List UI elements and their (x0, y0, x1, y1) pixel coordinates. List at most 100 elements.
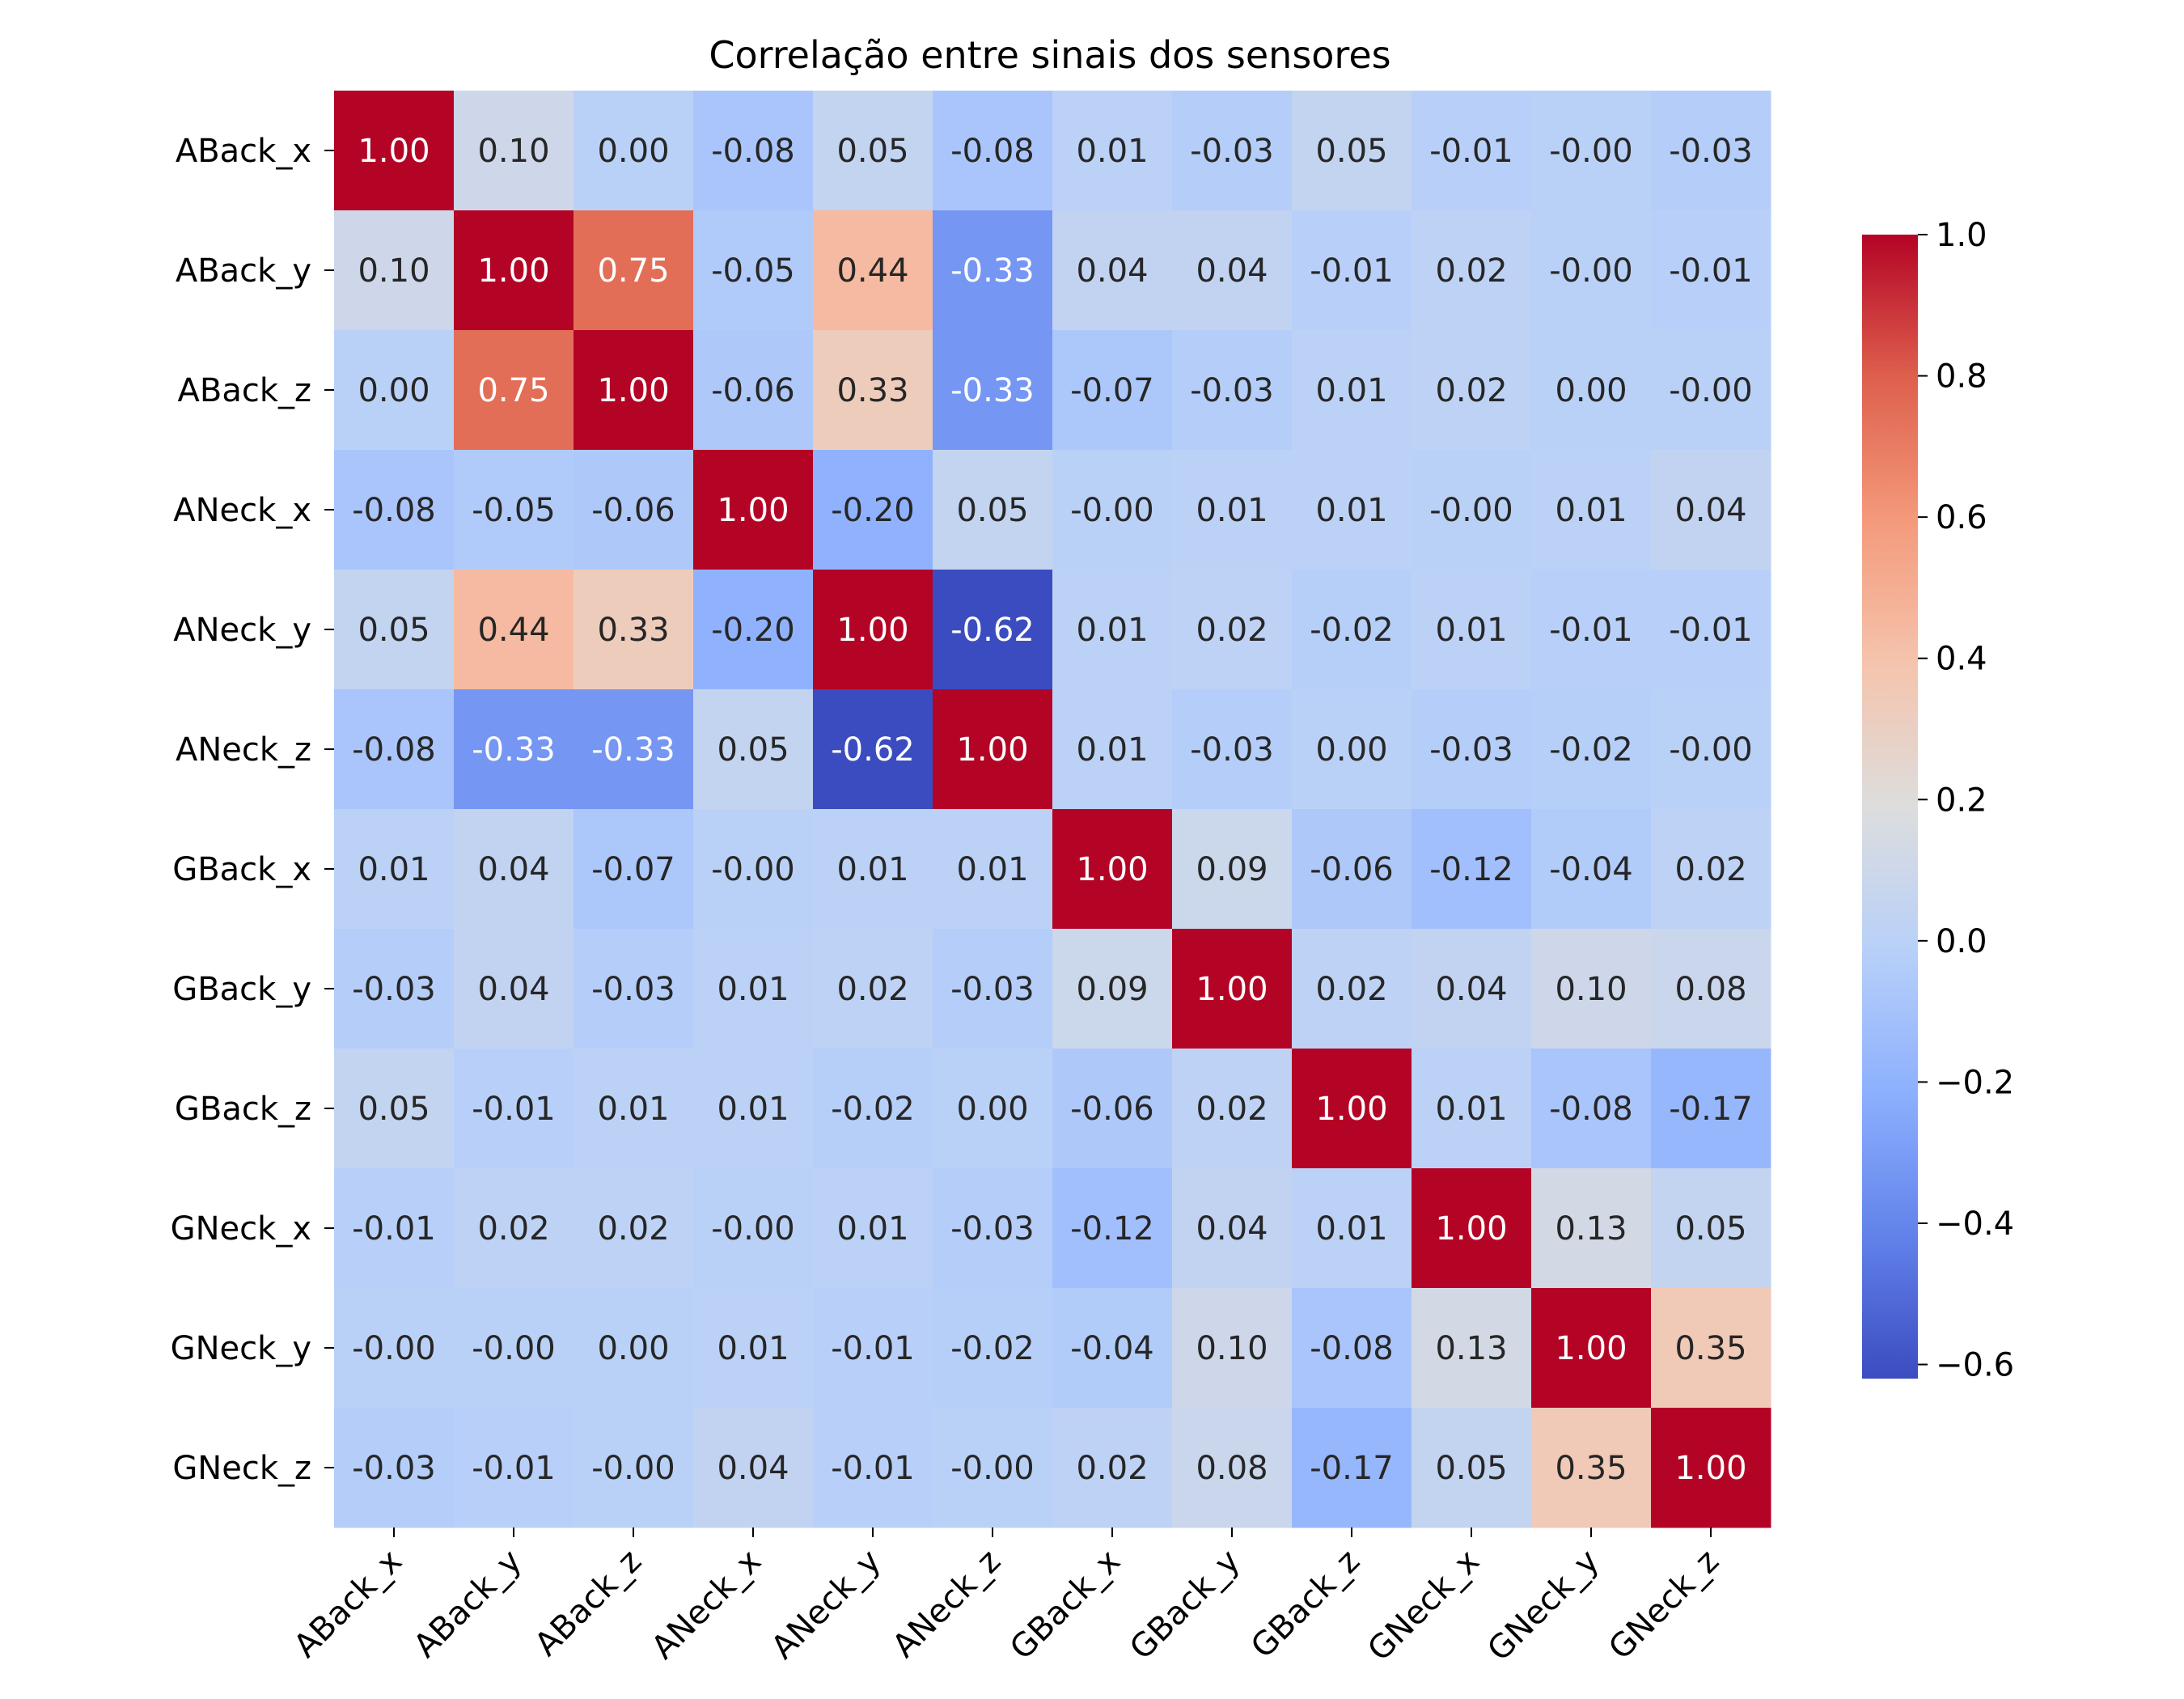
cell-value-label: -0.00 (352, 1330, 436, 1367)
cell-value-label: -0.04 (1549, 851, 1633, 888)
cell-value-label: -0.06 (1310, 851, 1394, 888)
y-tick-label: ABack_x (176, 133, 311, 170)
heatmap-cell (454, 330, 574, 451)
heatmap-cell (1052, 1408, 1173, 1528)
cell-value-label: 0.05 (836, 133, 908, 170)
heatmap-cell (1292, 330, 1412, 451)
heatmap-cell (454, 929, 574, 1049)
x-tick-label: ANeck_y (764, 1543, 888, 1667)
cell-value-label: 0.44 (477, 612, 549, 649)
cell-value-label: 0.02 (1435, 252, 1507, 290)
heatmap-cell (1651, 1168, 1771, 1289)
cell-value-label: 0.05 (717, 731, 789, 769)
heatmap-cell (334, 929, 455, 1049)
colorbar-tick-label: 0.8 (1936, 358, 1987, 396)
heatmap-cell (574, 570, 694, 690)
cell-value-label: 0.01 (836, 1210, 908, 1248)
heatmap-cell (1172, 809, 1293, 930)
cell-value-label: 1.00 (1076, 851, 1148, 888)
heatmap-cell (1651, 809, 1771, 930)
cell-value-label: 0.05 (1315, 133, 1387, 170)
cell-value-label: -0.17 (1669, 1091, 1753, 1128)
heatmap-cell (1651, 91, 1771, 211)
cell-value-label: 1.00 (1674, 1450, 1746, 1487)
heatmap-cell (454, 1168, 574, 1289)
cell-value-label: 0.10 (1196, 1330, 1268, 1367)
heatmap-cell (1531, 450, 1652, 570)
heatmap-cell (1531, 210, 1652, 331)
cell-value-label: 0.04 (1196, 252, 1268, 290)
colorbar-tick-label: 0.6 (1936, 499, 1987, 536)
cell-value-label: -0.00 (711, 1210, 795, 1248)
cell-value-label: -0.00 (1549, 133, 1633, 170)
cell-value-label: -0.00 (1070, 492, 1154, 529)
heatmap-cell (813, 1288, 933, 1409)
heatmap-cell (693, 1288, 814, 1409)
heatmap-cell (1052, 91, 1173, 211)
x-tick-label: GBack_x (1003, 1543, 1128, 1667)
heatmap-cells: 1.00 0.10 0.00 -0.08 0.05 -0.08 0.01 -0.03 0.05 -… (334, 91, 1771, 1528)
cell-value-label: 0.08 (1674, 971, 1746, 1008)
heatmap-cell (693, 210, 814, 331)
heatmap-cell (1052, 809, 1173, 930)
heatmap-cell (1412, 929, 1532, 1049)
cell-value-label: 0.01 (717, 1330, 789, 1367)
heatmap-cell (1412, 450, 1532, 570)
cell-value-label: -0.01 (1429, 133, 1513, 170)
colorbar-tick-label: −0.6 (1936, 1347, 2014, 1384)
cell-value-label: 0.05 (358, 1091, 430, 1128)
heatmap-cell (933, 1408, 1053, 1528)
cell-value-label: 0.00 (358, 372, 430, 409)
cell-value-label: 0.02 (836, 971, 908, 1008)
cell-value-label: -0.12 (1429, 851, 1513, 888)
cell-value-label: 0.01 (597, 1091, 669, 1128)
heatmap-cell (813, 1168, 933, 1289)
heatmap-cell (1531, 809, 1652, 930)
heatmap-cell (1531, 929, 1652, 1049)
heatmap-cell (933, 450, 1053, 570)
heatmap-cell (1531, 91, 1652, 211)
cell-value-label: 0.00 (597, 133, 669, 170)
cell-value-label: -0.03 (591, 971, 675, 1008)
heatmap-cell (1651, 1408, 1771, 1528)
heatmap-cell (813, 1049, 933, 1169)
cell-value-label: -0.02 (1549, 731, 1633, 769)
cell-value-label: -0.06 (591, 492, 675, 529)
cell-value-label: 0.04 (1196, 1210, 1268, 1248)
cell-value-label: 0.04 (717, 1450, 789, 1487)
cell-value-label: -0.05 (472, 492, 556, 529)
cell-value-label: -0.01 (1549, 612, 1633, 649)
cell-value-label: 1.00 (1196, 971, 1268, 1008)
heatmap-cell (1292, 1168, 1412, 1289)
cell-value-label: 0.00 (597, 1330, 669, 1367)
cell-value-label: -0.06 (1070, 1091, 1154, 1128)
heatmap-cell (1052, 210, 1173, 331)
colorbar-gradient (1862, 235, 1918, 1379)
heatmap-cell (1172, 570, 1293, 690)
heatmap-cell (1531, 1288, 1652, 1409)
heatmap-cell (933, 570, 1053, 690)
cell-value-label: 1.00 (956, 731, 1028, 769)
cell-value-label: -0.02 (950, 1330, 1035, 1367)
heatmap-cell (933, 689, 1053, 810)
heatmap-cell (1412, 210, 1532, 331)
cell-value-label: -0.03 (950, 971, 1035, 1008)
cell-value-label: -0.04 (1070, 1330, 1154, 1367)
cell-value-label: 0.01 (1555, 492, 1627, 529)
heatmap-cell (1292, 210, 1412, 331)
heatmap-cell (334, 330, 455, 451)
heatmap-cell (693, 1049, 814, 1169)
cell-value-label: -0.08 (1310, 1330, 1394, 1367)
cell-value-label: -0.01 (831, 1330, 915, 1367)
cell-value-label: 0.02 (1196, 612, 1268, 649)
cell-value-label: -0.33 (950, 252, 1035, 290)
heatmap-cell (574, 689, 694, 810)
cell-value-label: 0.01 (1315, 372, 1387, 409)
heatmap-cell (693, 1408, 814, 1528)
cell-value-label: 0.01 (1076, 612, 1148, 649)
cell-value-label: -0.01 (352, 1210, 436, 1248)
heatmap-cell (693, 570, 814, 690)
heatmap-cell (454, 91, 574, 211)
cell-value-label: 0.10 (1555, 971, 1627, 1008)
cell-value-label: 0.01 (1435, 612, 1507, 649)
